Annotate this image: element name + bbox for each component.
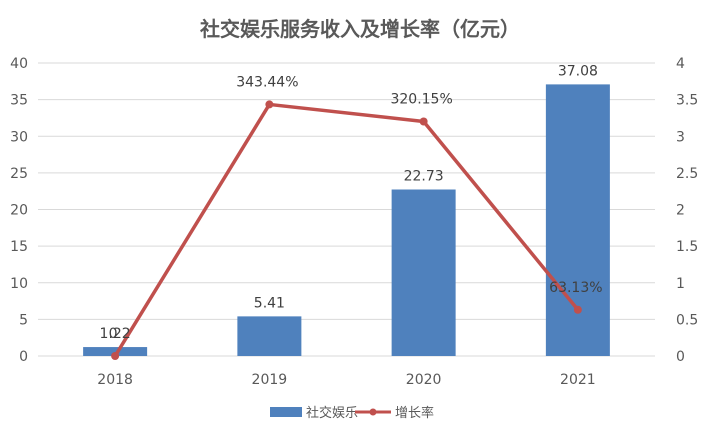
left-tick-label: 15 xyxy=(10,239,28,255)
legend[interactable]: 社交娱乐 增长率 xyxy=(270,405,434,421)
bar[interactable] xyxy=(83,347,148,356)
bar[interactable] xyxy=(545,84,610,356)
line-value-label: 320.15% xyxy=(390,91,452,107)
line-point[interactable] xyxy=(265,100,274,109)
right-tick-label: 2.5 xyxy=(676,166,698,182)
right-tick-label: 4 xyxy=(676,56,685,72)
left-tick-label: 10 xyxy=(10,276,28,292)
left-tick-label: 25 xyxy=(10,166,28,182)
x-tick-label: 2021 xyxy=(560,372,596,388)
right-tick-label: 3.5 xyxy=(676,93,698,109)
x-tick-label: 2019 xyxy=(252,372,288,388)
line-value-label: 63.13% xyxy=(549,280,602,296)
legend-marker-line xyxy=(369,408,377,416)
x-axis: 2018 2019 2020 2021 xyxy=(97,372,595,388)
bar-series xyxy=(83,84,610,356)
right-tick-label: 3 xyxy=(676,129,685,145)
legend-label-bar: 社交娱乐 xyxy=(306,405,358,421)
chart-title: 社交娱乐服务收入及增长率（亿元） xyxy=(199,17,520,41)
right-tick-label: 1.5 xyxy=(676,239,698,255)
right-tick-label: 0.5 xyxy=(676,312,698,328)
x-tick-label: 2018 xyxy=(97,372,133,388)
bar[interactable] xyxy=(237,316,302,356)
line-point[interactable] xyxy=(573,305,582,314)
line-value-label: 343.44% xyxy=(236,74,298,90)
right-tick-label: 2 xyxy=(676,203,685,219)
left-tick-label: 5 xyxy=(19,312,28,328)
legend-label-line: 增长率 xyxy=(395,405,434,421)
bar-value-label: 22.73 xyxy=(404,169,444,185)
left-tick-label: 30 xyxy=(10,129,28,145)
data-labels: 1.22 5.41 22.73 37.08 0 343.44% 320.15% 63.13% xyxy=(100,63,603,342)
gridlines xyxy=(38,62,655,357)
left-tick-label: 40 xyxy=(10,56,28,72)
right-tick-label: 1 xyxy=(676,276,685,292)
line-point[interactable] xyxy=(111,352,120,360)
line-series xyxy=(111,100,582,360)
bar-value-label: 1.22 xyxy=(100,326,131,342)
growth-line xyxy=(113,102,580,357)
bar-value-label: 37.08 xyxy=(558,63,598,79)
line-value-label: 0 xyxy=(109,326,118,342)
bar-value-label: 5.41 xyxy=(254,295,285,311)
left-tick-label: 35 xyxy=(10,93,28,109)
right-y-axis: 0 0.5 1 1.5 2 2.5 3 3.5 4 xyxy=(676,56,698,365)
left-tick-label: 20 xyxy=(10,203,28,219)
left-tick-label: 0 xyxy=(19,349,28,365)
x-tick-label: 2020 xyxy=(406,372,442,388)
right-tick-label: 0 xyxy=(676,349,685,365)
left-y-axis: 0 5 10 15 20 25 30 35 40 xyxy=(10,56,28,365)
legend-swatch-bar xyxy=(270,407,302,417)
bar[interactable] xyxy=(391,189,456,356)
line-point[interactable] xyxy=(419,117,428,126)
